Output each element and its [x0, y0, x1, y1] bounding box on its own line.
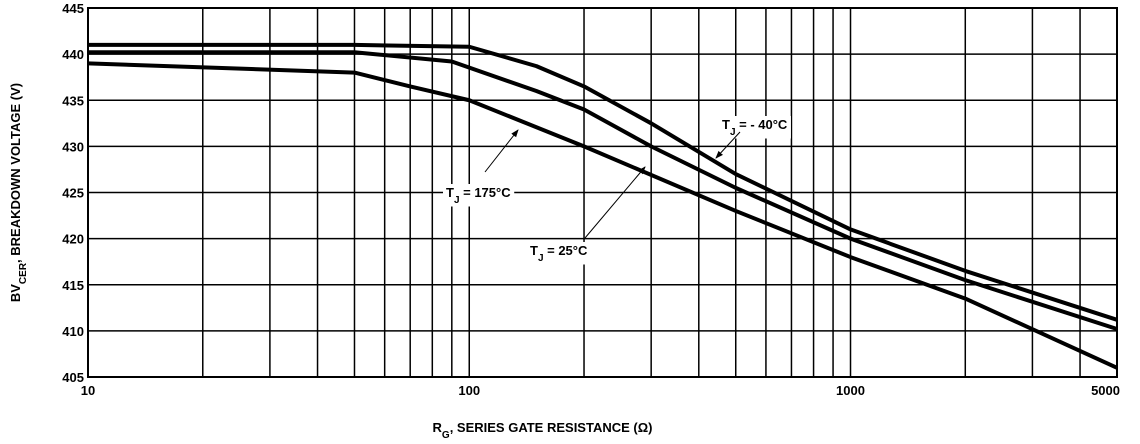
legend-label-sub: J	[454, 195, 460, 206]
plot-frame	[87, 7, 1118, 378]
y-axis-label-rest: , BREAKDOWN VOLTAGE (V)	[8, 83, 23, 263]
data-line	[88, 42, 1118, 322]
y-tick-label: 435	[62, 93, 84, 108]
y-tick-label: 410	[62, 324, 84, 339]
y-tick-label: 440	[62, 47, 84, 62]
legend-label: TJ = - 40°C	[722, 117, 788, 138]
y-tick-label: 415	[62, 278, 84, 293]
x-axis-label-main: R	[433, 420, 443, 435]
legend-label: TJ = 175°C	[446, 185, 511, 206]
y-tick-label: 445	[62, 1, 84, 16]
label-background	[527, 242, 591, 265]
y-tick-label: 425	[62, 186, 84, 201]
x-tick-label: 5000	[1091, 383, 1120, 398]
x-tick-label: 100	[458, 383, 480, 398]
y-axis-label-sub: CER	[18, 262, 29, 284]
legend-label: TJ = 25°C	[530, 243, 588, 264]
legend-label-rest: = 25°C	[544, 243, 588, 258]
annotation-arrow	[715, 131, 741, 159]
legend-label-sub: J	[538, 253, 544, 264]
x-tick-label: 10	[81, 383, 95, 398]
data-line	[87, 61, 1118, 370]
x-axis-label-sub: G	[442, 430, 450, 440]
x-axis-label: RG, SERIES GATE RESISTANCE (Ω)	[433, 420, 653, 439]
label-background	[443, 184, 515, 207]
y-tick-label: 420	[62, 232, 84, 247]
annotation-arrow	[484, 129, 519, 173]
x-tick-label: 1000	[836, 383, 865, 398]
y-axis-label: BVCER, BREAKDOWN VOLTAGE (V)	[8, 83, 29, 302]
x-axis-label-rest: , SERIES GATE RESISTANCE (Ω)	[450, 420, 653, 435]
y-tick-label: 405	[62, 370, 84, 385]
legend-label-rest: = - 40°C	[736, 117, 788, 132]
legend-label-main: T	[530, 243, 538, 258]
data-line	[88, 50, 1118, 331]
legend-label-sub: J	[730, 127, 736, 138]
legend-label-main: T	[722, 117, 730, 132]
label-background	[719, 116, 791, 139]
y-axis-label-main: BV	[8, 284, 23, 302]
legend-label-rest: = 175°C	[460, 185, 512, 200]
y-tick-label: 430	[62, 139, 84, 154]
annotation-arrow	[584, 166, 646, 239]
legend-label-main: T	[446, 185, 454, 200]
